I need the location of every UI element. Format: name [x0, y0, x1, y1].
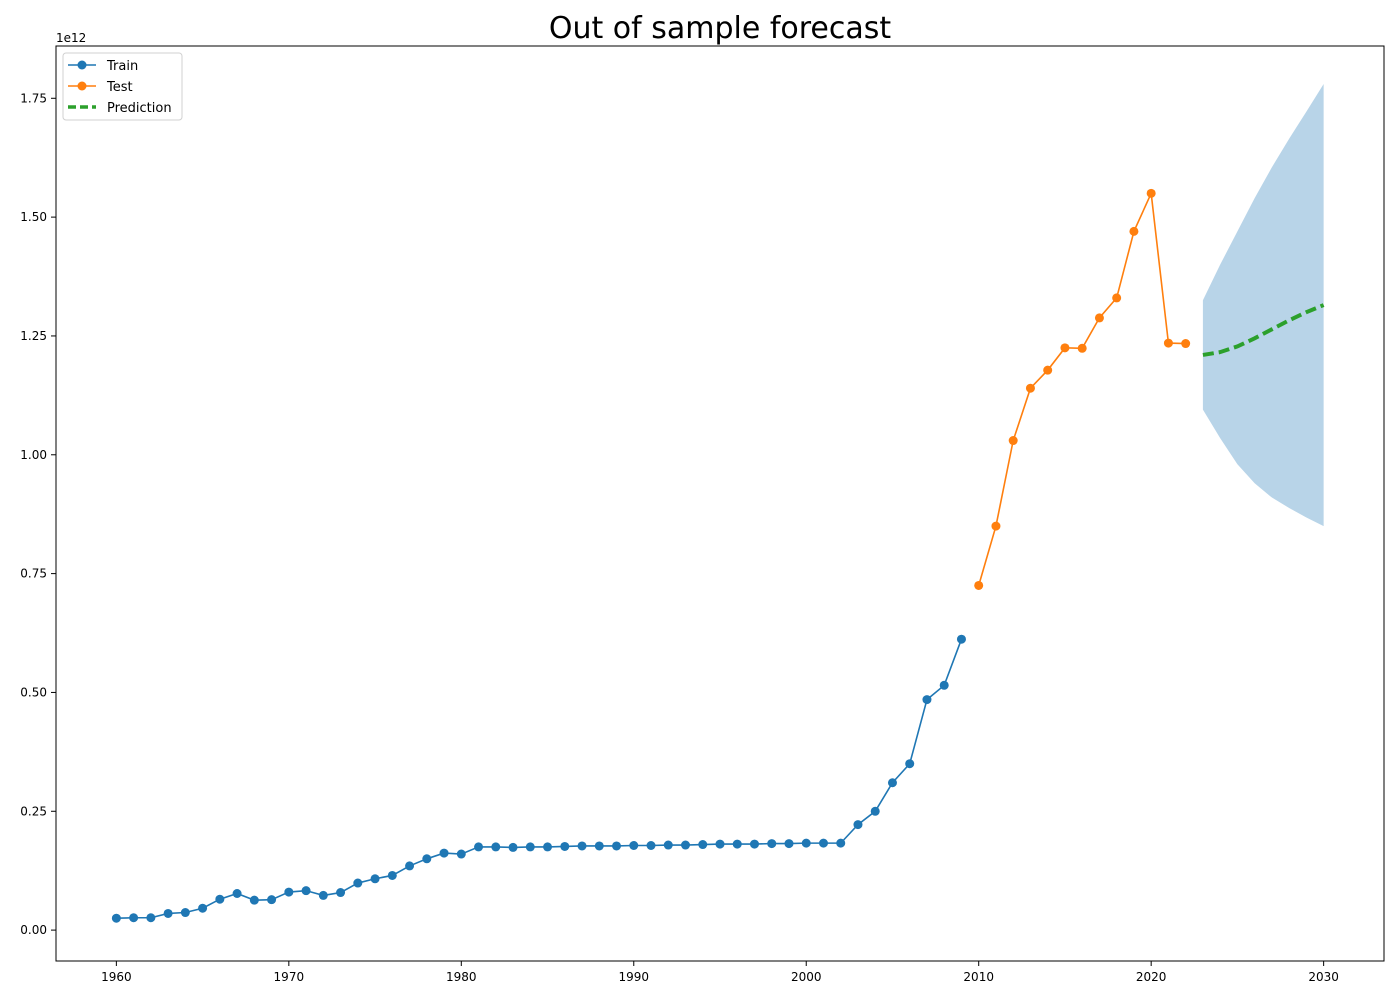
legend-box — [62, 52, 183, 121]
test-point — [1008, 436, 1018, 446]
x-axis: 1960 1970 1980 1990 2000 2010 2020 2030 — [101, 961, 1339, 984]
train-point — [922, 695, 932, 705]
test-point — [991, 521, 1001, 531]
y-offset-label: 1e12 — [56, 31, 86, 45]
train-point — [715, 839, 725, 849]
train-point — [887, 778, 897, 788]
x-tick-label: 2030 — [1308, 970, 1339, 984]
test-point — [1146, 188, 1156, 198]
train-point — [215, 894, 225, 904]
train-point — [577, 841, 587, 851]
train-point — [439, 848, 449, 858]
test-point — [974, 580, 984, 590]
train-point — [456, 849, 466, 859]
train-point — [353, 878, 363, 888]
x-tick-label: 1990 — [618, 970, 649, 984]
train-point — [939, 680, 949, 690]
test-point — [1181, 339, 1191, 349]
train-point — [180, 908, 190, 918]
test-point — [1060, 343, 1070, 353]
train-point — [663, 840, 673, 850]
train-point — [405, 861, 415, 871]
test-point — [1043, 365, 1053, 375]
legend-test-marker — [77, 81, 87, 91]
train-point — [801, 838, 811, 848]
y-tick-label: 0.00 — [20, 923, 47, 937]
train-point — [111, 913, 121, 923]
train-line — [116, 638, 963, 920]
test-line — [977, 190, 1186, 586]
test-point — [1129, 226, 1139, 236]
prediction-interval-layer — [1202, 84, 1324, 527]
train-point — [387, 870, 397, 880]
train-point — [474, 842, 484, 852]
x-tick-label: 1970 — [274, 970, 305, 984]
plot-frame — [55, 45, 1385, 962]
y-tick-label: 1.00 — [20, 448, 47, 462]
y-tick-label: 0.25 — [20, 804, 47, 818]
train-point — [422, 854, 432, 864]
x-tick-label: 2000 — [791, 970, 822, 984]
train-point — [370, 874, 380, 884]
train-point — [508, 842, 518, 852]
train-point — [853, 820, 863, 830]
train-point — [249, 895, 259, 905]
legend-train-marker — [77, 60, 87, 70]
legend: Train Test Prediction — [62, 52, 183, 121]
legend-train-label: Train — [106, 59, 138, 74]
train-point — [681, 840, 691, 850]
train-point — [870, 806, 880, 816]
train-point — [836, 838, 846, 848]
train-point — [318, 890, 328, 900]
prediction-line — [1202, 303, 1325, 357]
series-layer — [111, 188, 1325, 923]
legend-prediction-label: Prediction — [107, 101, 172, 116]
test-point — [1077, 343, 1087, 353]
train-point — [543, 842, 553, 852]
train-point — [163, 908, 173, 918]
train-point — [525, 842, 535, 852]
train-point — [232, 889, 242, 899]
y-tick-label: 1.50 — [20, 210, 47, 224]
train-point — [646, 840, 656, 850]
train-point — [198, 903, 208, 913]
y-tick-label: 0.75 — [20, 567, 47, 581]
train-point — [818, 838, 828, 848]
train-point — [336, 888, 346, 898]
train-point — [749, 839, 759, 849]
train-point — [129, 913, 139, 923]
train-point — [784, 839, 794, 849]
chart-title: Out of sample forecast — [549, 11, 892, 46]
x-tick-label: 2010 — [963, 970, 994, 984]
train-point — [491, 842, 501, 852]
prediction-interval-band — [1202, 84, 1324, 527]
train-point — [905, 759, 915, 769]
test-point — [1025, 383, 1035, 393]
test-point — [1094, 313, 1104, 323]
x-tick-label: 1980 — [446, 970, 477, 984]
y-tick-label: 1.25 — [20, 329, 47, 343]
train-point — [629, 840, 639, 850]
x-tick-label: 1960 — [101, 970, 132, 984]
x-tick-label: 2020 — [1136, 970, 1167, 984]
train-point — [698, 840, 708, 850]
test-point — [1112, 293, 1122, 303]
y-tick-label: 0.50 — [20, 685, 47, 699]
train-point — [560, 841, 570, 851]
train-point — [767, 839, 777, 849]
test-point — [1163, 338, 1173, 348]
train-point — [612, 841, 622, 851]
train-point — [284, 887, 294, 897]
y-tick-label: 1.75 — [20, 91, 47, 105]
y-axis: 0.00 0.25 0.50 0.75 1.00 1.25 1.50 1.75 — [20, 91, 56, 937]
train-point — [956, 634, 966, 644]
train-point — [594, 841, 604, 851]
train-point — [301, 886, 311, 896]
train-point — [732, 839, 742, 849]
train-point — [146, 913, 156, 923]
train-point — [267, 895, 277, 905]
legend-test-label: Test — [106, 80, 133, 95]
